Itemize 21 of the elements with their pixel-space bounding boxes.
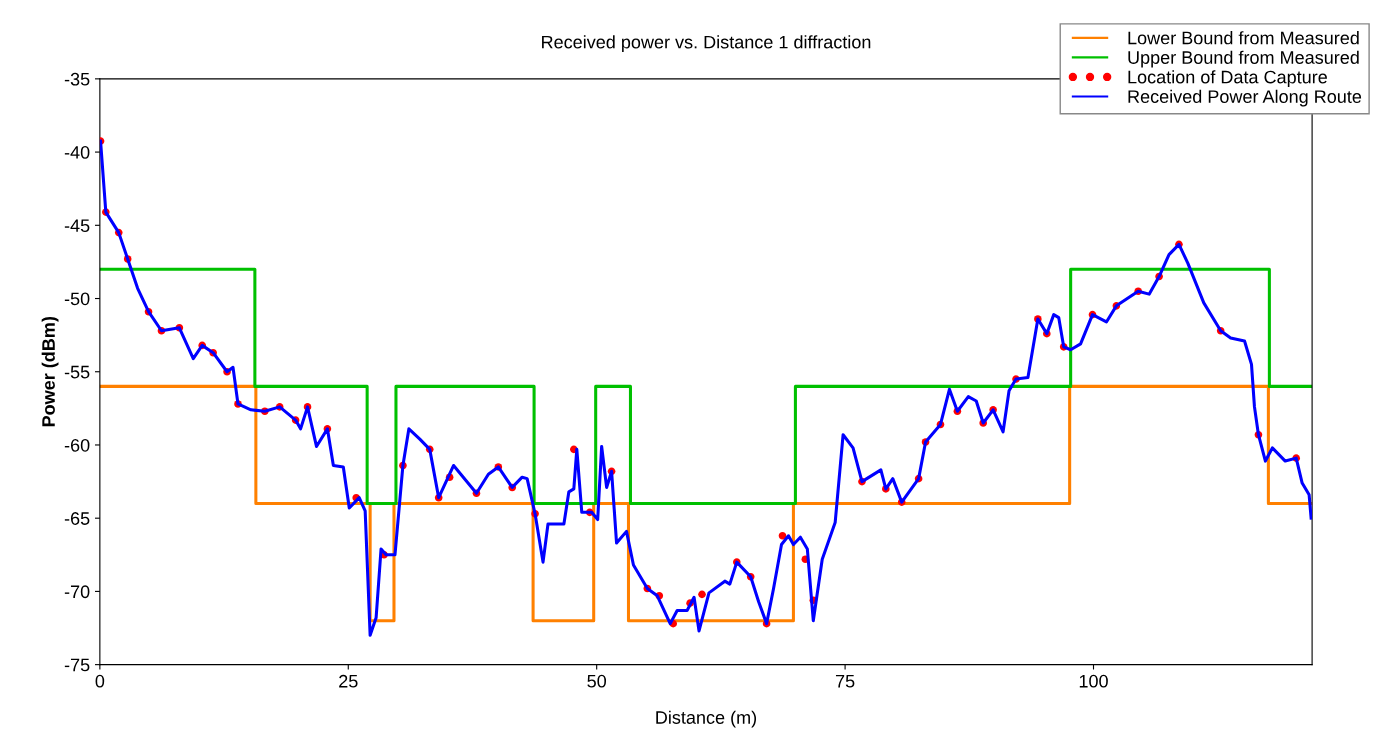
x-tick-label: 50 — [587, 674, 607, 688]
x-tick-label: 25 — [339, 674, 358, 688]
y-axis-title: Power (dBm) — [41, 316, 59, 427]
y-tick-label: -75 — [64, 658, 90, 672]
y-tick-label: -60 — [64, 438, 90, 452]
legend-label: Received Power Along Route — [1128, 89, 1362, 107]
y-tick-label: -45 — [64, 219, 90, 233]
y-tick-label: -70 — [64, 585, 90, 599]
y-tick-label: -40 — [64, 146, 90, 159]
legend-label: Lower Bound from Measured — [1128, 31, 1359, 45]
x-tick-label: 100 — [1079, 674, 1108, 688]
y-tick-label: -65 — [64, 512, 90, 525]
y-tick-label: -55 — [64, 365, 90, 379]
chart-title: Received power vs. Distance 1 diffraction — [542, 35, 871, 53]
y-tick-label: -35 — [64, 72, 90, 86]
y-tick-label: -50 — [64, 292, 90, 306]
x-tick-label: 0 — [95, 674, 105, 688]
legend-label: Location of Data Capture — [1128, 70, 1327, 88]
x-axis-title: Distance (m) — [656, 710, 757, 728]
x-tick-label: 75 — [835, 675, 855, 688]
legend-label: Upper Bound from Measured — [1128, 50, 1359, 68]
